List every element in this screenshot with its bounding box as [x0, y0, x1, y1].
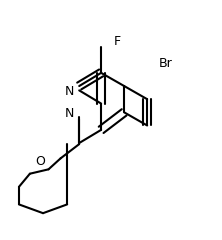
- Text: F: F: [114, 35, 121, 48]
- Text: O: O: [35, 155, 45, 168]
- Text: N: N: [65, 85, 74, 98]
- Text: Br: Br: [159, 56, 173, 70]
- Text: N: N: [65, 107, 74, 120]
